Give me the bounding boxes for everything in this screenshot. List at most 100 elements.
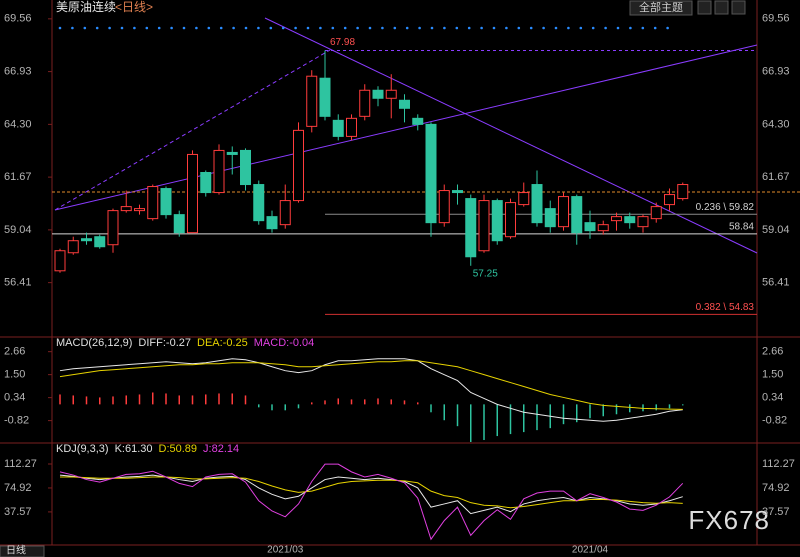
candle-body — [306, 75, 318, 127]
fib-level-label: 0.382 \ 54.83 — [696, 302, 755, 313]
y-tick-label: 61.67 — [762, 171, 790, 183]
marker-dot — [108, 26, 111, 30]
indicator-line — [59, 358, 683, 422]
candle-body — [531, 184, 543, 224]
y-tick-label: 64.30 — [762, 118, 790, 130]
candle-body — [187, 153, 198, 234]
marker-dot — [170, 26, 173, 30]
candle-body — [491, 200, 503, 242]
candle-body — [293, 129, 304, 202]
candle-body — [385, 89, 397, 99]
x-tick-label: 2021/04 — [572, 545, 609, 556]
marker-dot — [455, 26, 459, 30]
y-tick-label: 2.66 — [4, 346, 25, 358]
y-tick-label: 112.27 — [4, 458, 37, 470]
candle-body — [54, 250, 66, 272]
y-tick-label: -0.82 — [4, 415, 29, 427]
candle-body — [584, 222, 596, 232]
y-tick-label: 1.50 — [4, 369, 25, 381]
indicator-label: DIFF:-0.27 — [138, 337, 191, 349]
candle-body — [624, 216, 636, 224]
indicator-label: MACD:-0.04 — [254, 337, 315, 349]
marker-row — [58, 26, 669, 30]
marker-dot — [343, 26, 347, 30]
marker-dot — [641, 26, 645, 30]
candle-body — [332, 119, 344, 137]
marker-dot — [331, 26, 335, 30]
marker-dot — [368, 26, 372, 30]
indicator-line — [59, 463, 684, 541]
candle-body — [279, 200, 291, 226]
candle-body — [240, 149, 251, 186]
fib-level-label: 58.84 — [729, 222, 754, 233]
marker-dot — [604, 26, 607, 30]
marker-dot — [83, 26, 87, 30]
indicator-label: J:82.14 — [203, 443, 239, 455]
y-tick-label: 64.30 — [4, 118, 32, 130]
period-tab-label[interactable]: 日线 — [6, 544, 26, 557]
candle-body — [465, 198, 477, 258]
marker-dot — [505, 26, 508, 30]
marker-dot — [629, 26, 632, 30]
candle-body — [478, 200, 490, 252]
y-tick-label: 74.92 — [762, 482, 790, 494]
candle-body — [664, 194, 675, 206]
candle-body — [505, 202, 516, 238]
marker-dot — [567, 26, 570, 30]
y-tick-label: 56.41 — [4, 277, 32, 289]
marker-dot — [542, 26, 545, 30]
low-label: 57.25 — [473, 268, 498, 279]
y-tick-label: 74.92 — [4, 482, 32, 494]
marker-dot — [517, 26, 521, 30]
fib-level-label: 0.236 \ 59.82 — [696, 202, 755, 213]
marker-dot — [430, 26, 434, 30]
chart-title: 美原油连续 — [56, 0, 116, 14]
candle-body — [425, 123, 437, 224]
marker-dot — [492, 26, 496, 30]
candle-body — [266, 216, 278, 230]
icon-button[interactable] — [697, 0, 712, 15]
candle-body — [120, 206, 132, 212]
candle-body — [544, 208, 556, 228]
marker-dot — [145, 26, 149, 30]
candle-body — [438, 190, 450, 224]
candle-body — [571, 196, 583, 234]
y-tick-label: 69.56 — [762, 13, 790, 25]
trend-line — [54, 44, 758, 211]
indicator-label: D:50.89 — [159, 443, 198, 455]
candle-body — [597, 224, 609, 232]
theme-button-label[interactable]: 全部主题 — [639, 0, 683, 14]
theme-button[interactable] — [629, 0, 693, 16]
marker-dot — [133, 26, 136, 30]
candle-body — [650, 206, 662, 220]
marker-dot — [157, 26, 161, 30]
y-tick-label: 66.93 — [4, 66, 32, 78]
marker-dot — [579, 26, 583, 30]
candle-body — [173, 214, 185, 234]
period-tab[interactable] — [0, 545, 45, 557]
candle-body — [372, 89, 384, 99]
marker-dot — [232, 26, 235, 30]
icon-button[interactable] — [731, 0, 746, 15]
marker-dot — [207, 26, 211, 30]
y-tick-label: 2.66 — [762, 346, 783, 358]
marker-dot — [554, 26, 558, 30]
indicator-line — [59, 360, 683, 410]
marker-dot — [182, 26, 186, 30]
marker-dot — [480, 26, 483, 30]
marker-dot — [71, 26, 74, 30]
marker-dot — [294, 26, 297, 30]
candle-body — [147, 186, 159, 220]
marker-dot — [219, 26, 223, 30]
candle-body — [346, 117, 357, 137]
marker-dot — [393, 26, 397, 30]
icon-button[interactable] — [714, 0, 729, 15]
y-tick-label: 61.67 — [4, 171, 32, 183]
marker-dot — [195, 26, 198, 30]
candle-body — [213, 149, 225, 194]
candle-body — [226, 151, 238, 155]
candle-body — [399, 99, 410, 109]
candle-body — [253, 184, 265, 222]
period-label: <日线> — [115, 0, 153, 14]
